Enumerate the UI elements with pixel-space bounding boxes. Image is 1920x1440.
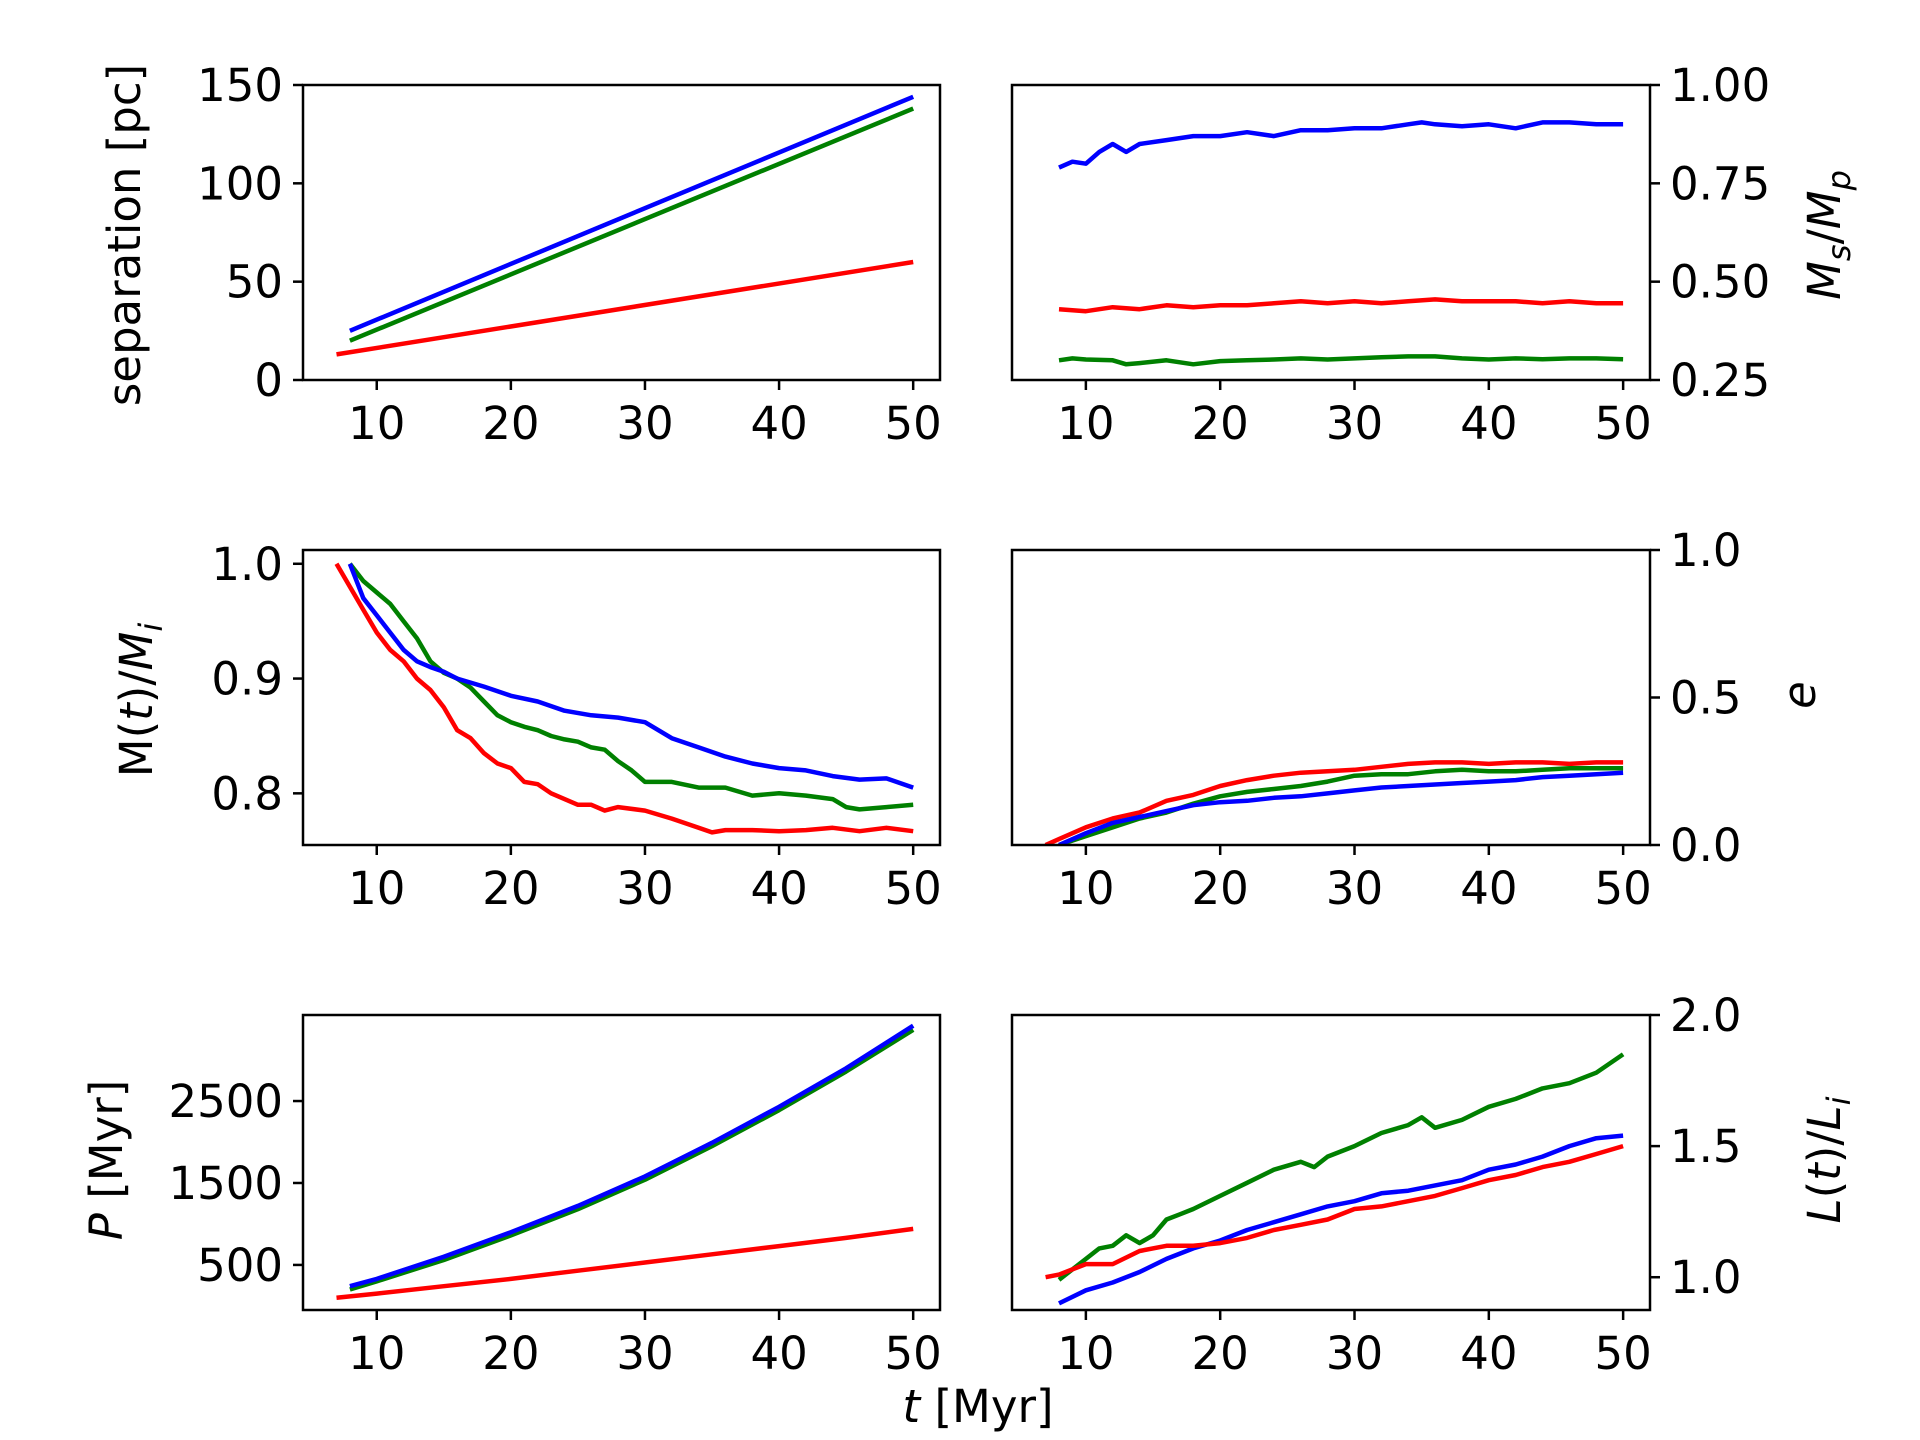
- xtick-label-period: 30: [616, 1327, 673, 1380]
- xtick-label-angular-momentum: 50: [1595, 1327, 1652, 1380]
- panel-mass-loss: 10 20 30 40 50 0.8 0.9 1.0: [211, 538, 941, 915]
- xtick-label-angular-momentum: 40: [1460, 1327, 1517, 1380]
- xtick-label-eccentricity: 50: [1595, 862, 1652, 915]
- xtick-label-period: 10: [348, 1327, 405, 1380]
- ylabel-period: P [Myr]: [80, 1080, 133, 1241]
- series-red-period: [336, 1226, 914, 1300]
- ytick-label-mass-ratio: 1.00: [1670, 59, 1770, 112]
- series-green-period: [349, 1027, 915, 1292]
- ylabel-mass-loss: M(t)/Mi: [110, 623, 170, 778]
- ytick-label-eccentricity: 1.0: [1670, 524, 1742, 577]
- xtick-label-separation: 10: [348, 397, 405, 450]
- ytick-label-angular-momentum: 1.0: [1670, 1251, 1742, 1304]
- xtick-label-separation: 50: [885, 397, 942, 450]
- series-green-separation: [349, 106, 915, 343]
- series-blue-eccentricity: [1058, 770, 1624, 845]
- axes-frame-period: [301, 1013, 942, 1312]
- ytick-label-separation: 150: [197, 59, 283, 112]
- xtick-label-mass-ratio: 40: [1460, 397, 1517, 450]
- series-red-angular-momentum: [1045, 1143, 1624, 1280]
- panel-eccentricity: 10 20 30 40 50 0.0 0.5 1.0: [1010, 524, 1742, 915]
- series-green-mass-ratio: [1058, 354, 1624, 367]
- series-blue-mass-loss: [347, 562, 914, 790]
- axes-frame-separation: [301, 83, 942, 382]
- xtick-label-mass-loss: 10: [348, 862, 405, 915]
- ytick-label-mass-ratio: 0.75: [1670, 157, 1770, 210]
- panel-angular-momentum: 10 20 30 40 50 1.0 1.5 2.0: [1010, 989, 1742, 1380]
- ytick-label-period: 1500: [168, 1157, 283, 1210]
- ytick-label-angular-momentum: 1.5: [1670, 1120, 1742, 1173]
- xtick-label-angular-momentum: 10: [1057, 1327, 1114, 1380]
- series-green-angular-momentum: [1057, 1052, 1625, 1282]
- xtick-label-mass-loss: 20: [482, 862, 539, 915]
- ytick-label-mass-loss: 0.9: [211, 653, 283, 706]
- xtick-label-angular-momentum: 20: [1192, 1327, 1249, 1380]
- xtick-label-mass-ratio: 50: [1595, 397, 1652, 450]
- xtick-label-period: 20: [482, 1327, 539, 1380]
- axes-frame-mass-loss: [301, 548, 942, 847]
- ytick-label-mass-loss: 1.0: [211, 538, 283, 591]
- ytick-label-period: 500: [197, 1239, 283, 1292]
- axes-frame-mass-ratio: [1010, 83, 1652, 382]
- axes-frame-angular-momentum: [1010, 1013, 1652, 1312]
- xtick-label-mass-ratio: 30: [1326, 397, 1383, 450]
- series-green-mass-loss: [348, 562, 914, 812]
- xtick-label-eccentricity: 30: [1326, 862, 1383, 915]
- panel-period: 10 20 30 40 50 500 1500 2500: [168, 1013, 942, 1380]
- xtick-label-mass-loss: 30: [616, 862, 673, 915]
- xtick-label-mass-loss: 50: [885, 862, 942, 915]
- xtick-label-eccentricity: 20: [1192, 862, 1249, 915]
- ytick-label-separation: 100: [197, 157, 283, 210]
- ylabel-eccentricity: e: [1773, 681, 1826, 709]
- series-blue-separation: [349, 94, 915, 333]
- series-red-mass-ratio: [1058, 297, 1624, 314]
- panel-mass-ratio: 10 20 30 40 50 0.25 0.50 0.75 1.00: [1010, 59, 1770, 450]
- xtick-label-eccentricity: 40: [1460, 862, 1517, 915]
- xtick-label-separation: 30: [616, 397, 673, 450]
- series-red-separation: [336, 259, 914, 357]
- ytick-label-mass-loss: 0.8: [211, 767, 283, 820]
- series-blue-angular-momentum: [1058, 1133, 1624, 1306]
- xtick-label-mass-loss: 40: [750, 862, 807, 915]
- panel-separation: 10 20 30 40 50 0 50 100 150: [197, 59, 942, 450]
- ytick-label-angular-momentum: 2.0: [1670, 989, 1742, 1042]
- xtick-label-mass-ratio: 20: [1192, 397, 1249, 450]
- ylabel-angular-momentum: L(t)/Li: [1798, 1096, 1858, 1223]
- ytick-label-eccentricity: 0.0: [1670, 819, 1742, 872]
- ytick-label-period: 2500: [168, 1075, 283, 1128]
- xtick-label-period: 50: [885, 1327, 942, 1380]
- series-red-eccentricity: [1044, 760, 1624, 845]
- xtick-label-separation: 40: [750, 397, 807, 450]
- ytick-label-separation: 0: [254, 354, 283, 407]
- series-blue-mass-ratio: [1058, 120, 1624, 170]
- xtick-label-period: 40: [750, 1327, 807, 1380]
- ylabel-mass-ratio: Ms/Mp: [1798, 170, 1858, 300]
- ytick-label-mass-ratio: 0.25: [1670, 354, 1770, 407]
- ytick-label-eccentricity: 0.5: [1670, 672, 1742, 725]
- xtick-label-separation: 20: [482, 397, 539, 450]
- xlabel-time: t [Myr]: [902, 1380, 1053, 1433]
- ytick-label-mass-ratio: 0.50: [1670, 256, 1770, 309]
- ylabel-separation: separation [pc]: [98, 64, 151, 406]
- xtick-label-eccentricity: 10: [1057, 862, 1114, 915]
- xtick-label-angular-momentum: 30: [1326, 1327, 1383, 1380]
- series-blue-period: [349, 1023, 915, 1289]
- series-red-mass-loss: [334, 562, 914, 835]
- xtick-label-mass-ratio: 10: [1057, 397, 1114, 450]
- ytick-label-separation: 50: [226, 256, 283, 309]
